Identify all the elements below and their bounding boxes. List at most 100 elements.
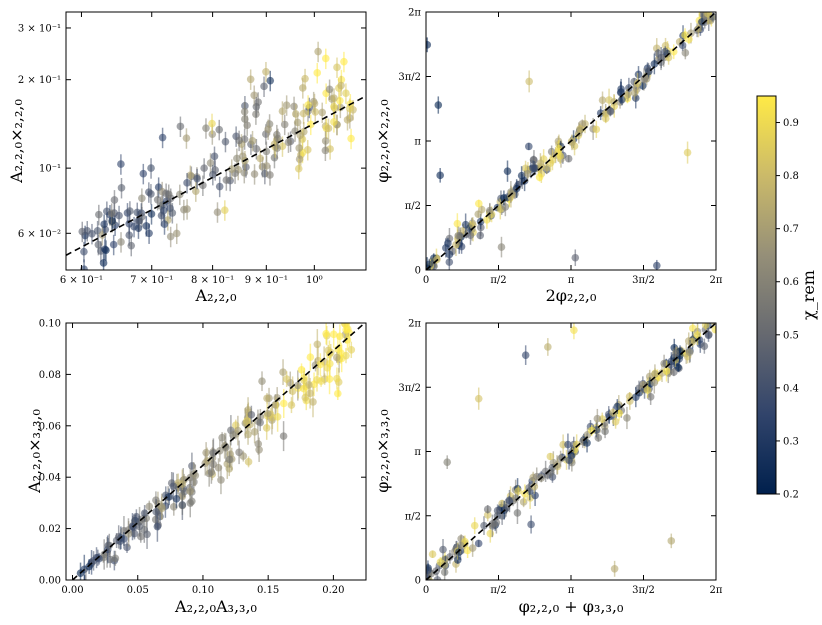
data-point [313, 340, 322, 349]
data-point [521, 351, 530, 359]
data-point [233, 154, 241, 163]
y-axis-label: A₂,₂,₀×₂,₂,₀ [7, 99, 26, 184]
data-point [255, 445, 263, 454]
points-phi220x330 [426, 311, 719, 580]
data-point [483, 505, 492, 514]
data-point [147, 164, 155, 172]
data-point [295, 155, 304, 163]
x-tick-label: 10⁰ [306, 275, 323, 286]
data-point [564, 154, 573, 163]
data-point [244, 430, 252, 439]
y-tick-label: π [414, 447, 421, 458]
x-tick-label: 2π [710, 275, 723, 286]
data-point [455, 548, 463, 556]
data-point [136, 532, 145, 541]
data-point [439, 545, 447, 554]
data-point [503, 167, 512, 175]
data-point [711, 311, 719, 319]
data-point [266, 171, 274, 179]
data-point [218, 433, 226, 442]
y-tick-label: π/2 [405, 511, 421, 522]
data-point [186, 499, 195, 507]
x-tick-label: 2π [710, 585, 723, 596]
fit-line [426, 323, 716, 580]
data-point [117, 238, 125, 246]
colorbar-gradient [756, 95, 777, 495]
x-tick-label: 0.10 [192, 585, 214, 596]
data-point [701, 323, 710, 329]
data-point [653, 261, 661, 270]
data-point [571, 253, 580, 262]
data-point [505, 496, 514, 505]
x-tick-label: π [568, 585, 575, 596]
data-point [474, 539, 483, 548]
data-point [576, 124, 584, 133]
data-point [165, 493, 173, 501]
data-point [313, 69, 322, 77]
data-point [606, 107, 615, 116]
data-point [610, 565, 619, 573]
data-point [453, 219, 462, 228]
data-point [172, 495, 181, 503]
colorbar-tick-label: 0.9 [783, 118, 799, 129]
data-point [310, 99, 319, 108]
data-point [115, 211, 123, 220]
data-point [524, 142, 533, 151]
data-point [529, 164, 537, 172]
data-point [152, 508, 160, 516]
data-point [169, 482, 178, 491]
y-tick-label: 0.00 [39, 576, 61, 587]
data-point [325, 85, 334, 94]
data-point [262, 424, 271, 432]
y-tick-label: 0.04 [39, 473, 61, 484]
panel-a220x330: 0.00 0.05 0.10 0.15 0.20 0.00 0.02 0.04 0.06 0.08… [25, 319, 367, 616]
data-point [317, 377, 325, 385]
data-point [446, 553, 454, 561]
data-point [445, 258, 454, 266]
data-point [117, 160, 125, 168]
data-point [483, 215, 491, 224]
colorbar-tick-label: 0.8 [783, 171, 799, 182]
data-point [107, 209, 116, 218]
data-point [260, 82, 268, 91]
data-point [592, 125, 601, 134]
data-point [670, 368, 678, 376]
data-point [525, 77, 533, 86]
data-point [290, 102, 298, 111]
data-point [221, 206, 229, 214]
data-point [250, 428, 259, 436]
data-point [235, 448, 243, 457]
y-tick-label: 0.02 [39, 524, 61, 535]
data-point [241, 115, 249, 123]
data-point [256, 418, 264, 427]
data-point [347, 134, 355, 143]
data-point [546, 452, 555, 461]
data-point [309, 398, 317, 406]
data-point [470, 521, 479, 530]
data-point [598, 96, 607, 104]
data-point [262, 67, 270, 76]
data-point [347, 346, 356, 354]
data-point [601, 427, 609, 436]
data-point [570, 326, 578, 334]
y-axis-label: A₂,₂,₀×₃,₃,₀ [25, 409, 44, 494]
data-point [685, 35, 693, 44]
data-point [209, 170, 217, 179]
data-point [456, 541, 465, 550]
x-tick-label: π/2 [490, 585, 506, 596]
data-point [95, 210, 103, 219]
data-point [512, 494, 520, 503]
x-tick-label: 0 [423, 585, 429, 596]
data-point [138, 194, 146, 203]
data-point [221, 137, 230, 146]
data-point [145, 229, 153, 238]
data-point [153, 195, 162, 204]
points-a220x220 [66, 41, 366, 270]
data-point [650, 60, 659, 68]
data-point [279, 432, 288, 440]
data-point [127, 241, 136, 250]
data-point [100, 220, 108, 229]
data-point [123, 543, 131, 552]
data-point [229, 431, 237, 439]
colorbar-label: χ_rem [799, 270, 818, 320]
